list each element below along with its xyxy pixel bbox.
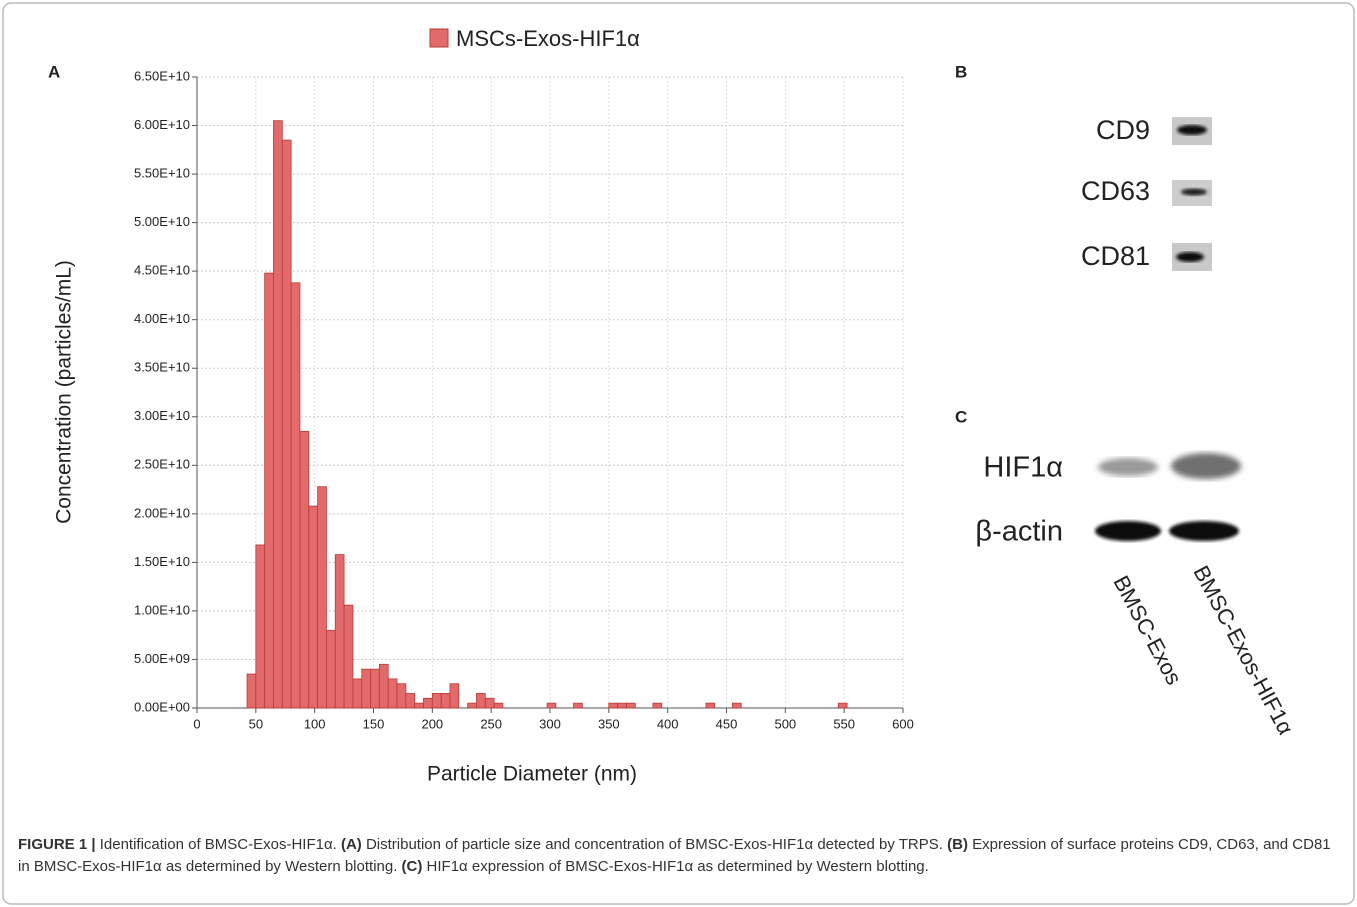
x-tick-label: 250 bbox=[480, 716, 502, 731]
y-tick-label: 1.50E+10 bbox=[134, 554, 190, 569]
caption-segment: FIGURE 1 | bbox=[18, 836, 96, 853]
caption-segment: Identification of BMSC-Exos-HIF1α. bbox=[96, 836, 341, 853]
blot-row-label: HIF1α bbox=[983, 452, 1063, 484]
y-tick-label: 3.00E+10 bbox=[134, 408, 190, 423]
bar bbox=[344, 605, 353, 708]
blot-lane-label: BMSC-Exos-HIF1α bbox=[1188, 561, 1298, 739]
x-tick-label: 450 bbox=[716, 716, 738, 731]
y-tick-label: 5.00E+10 bbox=[134, 214, 190, 229]
bar bbox=[732, 703, 741, 708]
frame bbox=[3, 3, 1354, 904]
x-tick-label: 600 bbox=[892, 716, 914, 731]
caption-segment: (C) bbox=[402, 858, 423, 875]
y-tick-label: 2.00E+10 bbox=[134, 505, 190, 520]
bar bbox=[609, 703, 618, 708]
bar bbox=[273, 121, 282, 708]
blot-row-label: CD9 bbox=[1096, 115, 1150, 145]
x-tick-label: 50 bbox=[249, 716, 263, 731]
blot-b-bands bbox=[1172, 117, 1212, 271]
panel-label: B bbox=[955, 62, 967, 81]
panel-label: C bbox=[955, 407, 967, 426]
bar bbox=[424, 698, 433, 708]
x-tick-label: 0 bbox=[193, 716, 200, 731]
blot-c-bands bbox=[1095, 453, 1241, 541]
caption-segment: Distribution of particle size and concen… bbox=[362, 836, 947, 853]
caption-segment: HIF1α expression of BMSC-Exos-HIF1α as d… bbox=[422, 858, 928, 875]
y-tick-label: 0.00E+00 bbox=[134, 699, 190, 714]
bar bbox=[335, 555, 344, 708]
blot-row-label: CD63 bbox=[1081, 176, 1150, 206]
bar bbox=[626, 703, 635, 708]
bar bbox=[247, 674, 256, 708]
legend-swatch bbox=[430, 29, 448, 47]
bar bbox=[362, 669, 371, 708]
blot-row-label: CD81 bbox=[1081, 241, 1150, 271]
blot-lane-label: BMSC-Exos bbox=[1108, 571, 1186, 689]
bar bbox=[838, 703, 847, 708]
y-tick-label: 5.50E+10 bbox=[134, 166, 190, 181]
y-tick-label: 6.50E+10 bbox=[134, 68, 190, 83]
bar bbox=[265, 273, 274, 708]
y-tick-label: 5.00E+09 bbox=[134, 651, 190, 666]
bar bbox=[291, 283, 300, 708]
bar bbox=[494, 703, 503, 708]
bar bbox=[432, 693, 441, 708]
bar bbox=[618, 703, 627, 708]
bar bbox=[256, 545, 265, 708]
bar bbox=[318, 487, 327, 708]
bar bbox=[574, 703, 583, 708]
x-tick-label: 150 bbox=[363, 716, 385, 731]
x-tick-label: 400 bbox=[657, 716, 679, 731]
page: MSCs-Exos-HIF1α A B C Concentration (par… bbox=[0, 0, 1357, 907]
x-tick-label: 350 bbox=[598, 716, 620, 731]
bar bbox=[476, 693, 485, 708]
y-tick-label: 6.00E+10 bbox=[134, 117, 190, 132]
bar bbox=[353, 679, 362, 708]
panel-label: A bbox=[48, 62, 60, 81]
blot-row-label: β-actin bbox=[975, 516, 1063, 548]
x-tick-label: 550 bbox=[833, 716, 855, 731]
bar bbox=[441, 693, 450, 708]
y-tick-label: 1.00E+10 bbox=[134, 602, 190, 617]
bar bbox=[379, 664, 388, 708]
bar bbox=[706, 703, 715, 708]
bar bbox=[406, 693, 415, 708]
x-tick-label: 300 bbox=[539, 716, 561, 731]
x-axis-label: Particle Diameter (nm) bbox=[427, 763, 637, 786]
bar bbox=[397, 684, 406, 708]
caption-segment: (A) bbox=[341, 836, 362, 853]
y-tick-label: 3.50E+10 bbox=[134, 360, 190, 375]
x-tick-label: 500 bbox=[774, 716, 796, 731]
bar bbox=[547, 703, 556, 708]
y-tick-label: 4.50E+10 bbox=[134, 263, 190, 278]
bar bbox=[326, 630, 335, 708]
y-axis-label: Concentration (particles/mL) bbox=[53, 260, 76, 524]
bar bbox=[309, 506, 318, 708]
bar bbox=[415, 703, 424, 708]
legend-label: MSCs-Exos-HIF1α bbox=[456, 26, 640, 51]
bar bbox=[485, 698, 494, 708]
bar bbox=[282, 140, 291, 708]
y-tick-label: 4.00E+10 bbox=[134, 311, 190, 326]
caption: FIGURE 1 | Identification of BMSC-Exos-H… bbox=[18, 834, 1338, 878]
bar bbox=[388, 679, 397, 708]
x-tick-label: 100 bbox=[304, 716, 326, 731]
bar bbox=[300, 431, 309, 708]
figure: MSCs-Exos-HIF1α A B C Concentration (par… bbox=[0, 0, 1357, 907]
bar bbox=[450, 684, 459, 708]
bar bbox=[468, 703, 477, 708]
caption-segment: (B) bbox=[947, 836, 968, 853]
bar bbox=[371, 669, 380, 708]
x-tick-label: 200 bbox=[421, 716, 443, 731]
bar bbox=[653, 703, 662, 708]
y-tick-label: 2.50E+10 bbox=[134, 457, 190, 472]
